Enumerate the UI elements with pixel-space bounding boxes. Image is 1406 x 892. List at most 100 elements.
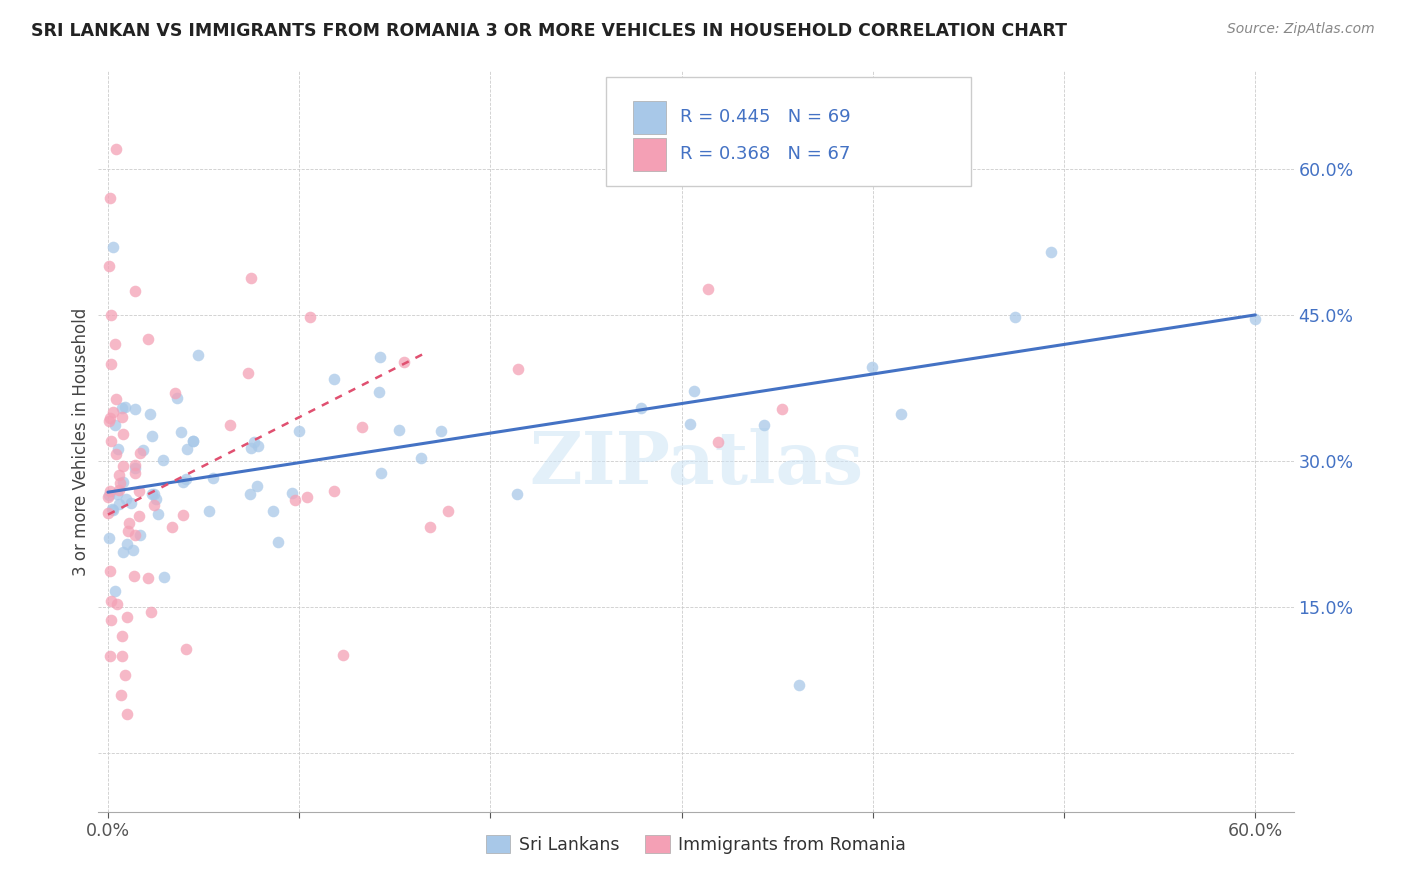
Point	[108, 483, 131, 497]
Point	[114, 668, 136, 682]
Point	[124, 402, 146, 417]
Point	[890, 407, 912, 421]
Point	[98, 483, 121, 498]
Point	[136, 571, 159, 585]
Point	[104, 584, 127, 599]
Point	[187, 348, 209, 362]
Point	[101, 405, 124, 419]
Point	[239, 271, 262, 285]
Point	[122, 542, 145, 557]
Point	[145, 491, 167, 506]
Point	[97, 259, 120, 273]
Point	[1244, 312, 1267, 326]
Point	[323, 483, 346, 498]
Point	[115, 610, 138, 624]
Point	[98, 649, 121, 664]
Point	[107, 497, 129, 511]
Point	[683, 384, 706, 398]
Point	[111, 426, 134, 441]
Point	[350, 420, 373, 434]
Point	[298, 310, 321, 324]
Point	[100, 357, 122, 371]
Point	[430, 424, 453, 438]
Point	[114, 401, 136, 415]
Point	[128, 484, 150, 499]
Point	[679, 417, 702, 432]
Point	[1040, 245, 1063, 260]
Point	[100, 434, 122, 448]
Point	[101, 240, 124, 254]
Point	[104, 418, 127, 433]
Point	[170, 425, 193, 440]
Point	[124, 466, 146, 480]
Point	[787, 678, 810, 692]
Point	[388, 423, 411, 437]
Point	[198, 504, 221, 518]
Point	[246, 479, 269, 493]
Point	[183, 434, 205, 449]
Text: SRI LANKAN VS IMMIGRANTS FROM ROMANIA 3 OR MORE VEHICLES IN HOUSEHOLD CORRELATIO: SRI LANKAN VS IMMIGRANTS FROM ROMANIA 3 …	[31, 22, 1067, 40]
Point	[202, 471, 225, 485]
Point	[508, 361, 530, 376]
Point	[111, 458, 134, 473]
Point	[111, 545, 134, 559]
Point	[115, 536, 138, 550]
Point	[104, 337, 127, 351]
Point	[281, 485, 304, 500]
Point	[97, 506, 120, 520]
Point	[176, 472, 198, 486]
Point	[110, 476, 132, 491]
Point	[322, 372, 344, 386]
Point	[105, 597, 128, 611]
Point	[111, 409, 134, 424]
Point	[262, 504, 284, 518]
Point	[267, 534, 290, 549]
Point	[754, 417, 776, 432]
Point	[163, 386, 186, 401]
Point	[101, 502, 124, 516]
Point	[172, 475, 194, 489]
FancyBboxPatch shape	[606, 77, 972, 186]
Point	[98, 411, 121, 425]
Point	[120, 496, 142, 510]
Point	[101, 503, 124, 517]
Point	[181, 434, 204, 448]
Point	[107, 442, 129, 457]
Point	[166, 391, 188, 405]
Point	[284, 492, 307, 507]
Point	[141, 428, 163, 442]
Text: ZIPatlas: ZIPatlas	[529, 428, 863, 500]
Point	[172, 508, 194, 523]
Point	[630, 401, 652, 415]
Point	[174, 641, 197, 656]
Point	[100, 594, 122, 608]
Point	[124, 458, 146, 472]
Text: R = 0.368   N = 67: R = 0.368 N = 67	[681, 145, 851, 163]
Point	[136, 332, 159, 346]
Point	[97, 488, 120, 502]
Point	[129, 528, 152, 542]
Point	[104, 392, 127, 406]
Point	[394, 355, 416, 369]
FancyBboxPatch shape	[633, 101, 666, 135]
Point	[239, 487, 262, 501]
Point	[295, 490, 318, 504]
Point	[128, 509, 150, 524]
Point	[697, 282, 720, 296]
Point	[111, 648, 134, 663]
Point	[707, 434, 730, 449]
Point	[117, 516, 139, 530]
Point	[1004, 310, 1026, 325]
Point	[142, 486, 165, 500]
Point	[115, 491, 138, 506]
Point	[105, 142, 128, 156]
Point	[139, 407, 162, 421]
Point	[98, 414, 121, 428]
Point	[124, 285, 146, 299]
Point	[141, 487, 163, 501]
Point	[240, 442, 263, 456]
Point	[105, 447, 128, 461]
Point	[110, 688, 132, 702]
Text: Source: ZipAtlas.com: Source: ZipAtlas.com	[1227, 22, 1375, 37]
Point	[367, 385, 389, 400]
